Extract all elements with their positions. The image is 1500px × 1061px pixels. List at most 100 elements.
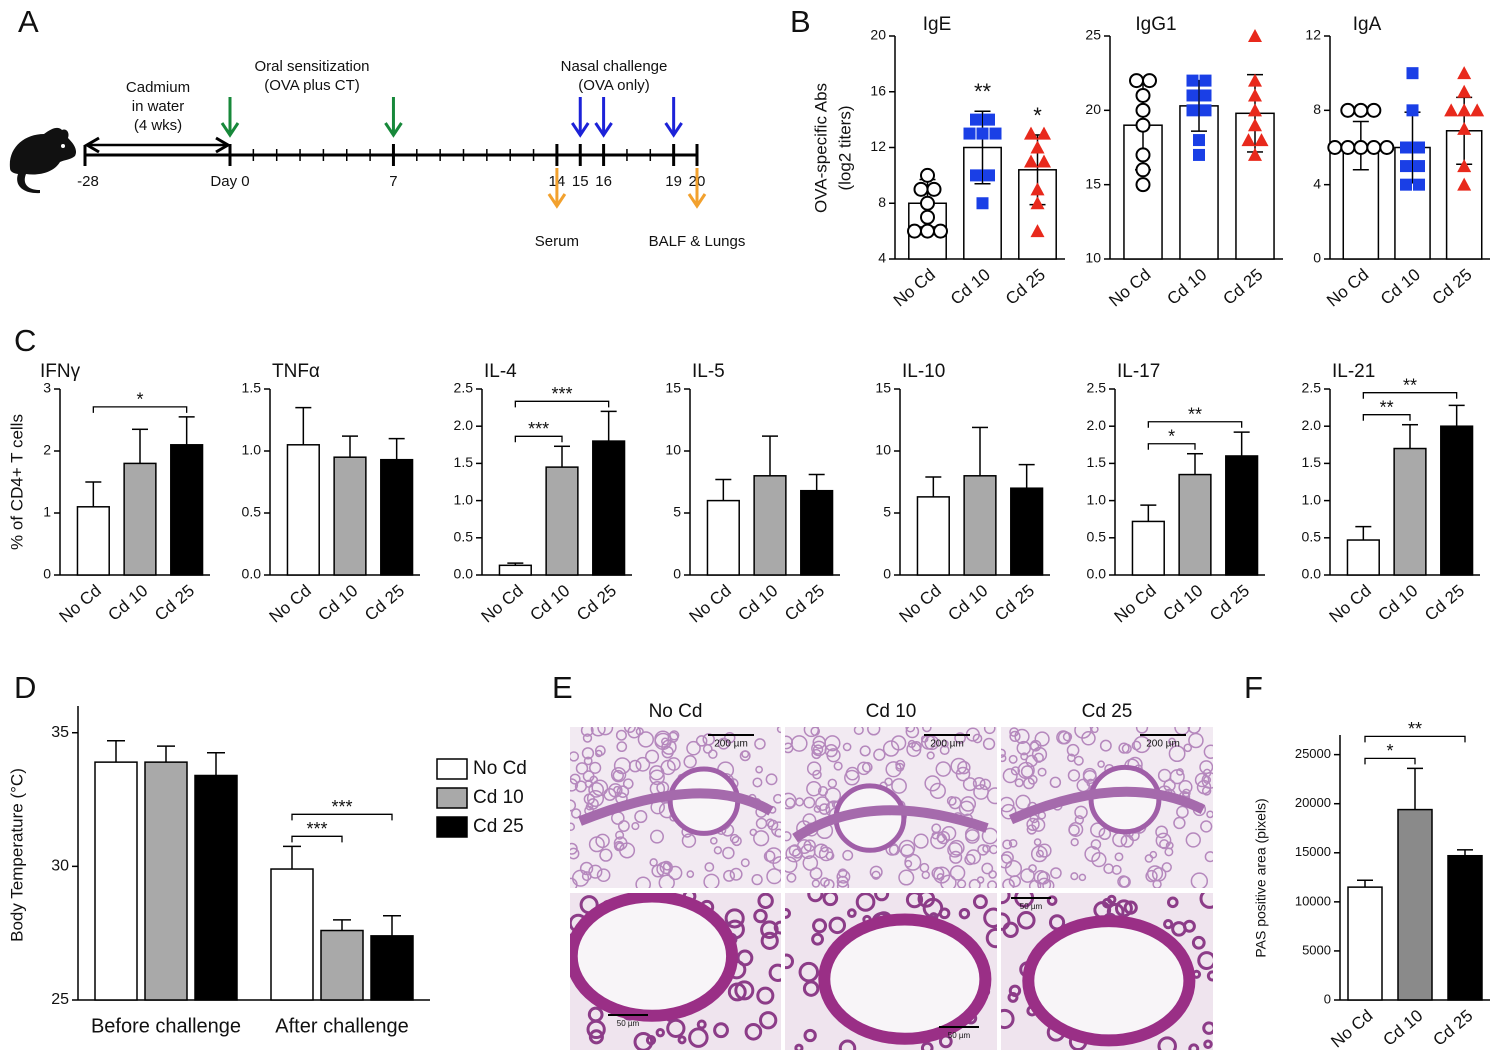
y-tick-label: 0 bbox=[1324, 991, 1331, 1006]
tissue bbox=[785, 908, 791, 919]
legend-label: Cd 10 bbox=[473, 787, 524, 808]
y-tick-label: 12 bbox=[870, 138, 886, 154]
legend-label: Cd 25 bbox=[473, 816, 524, 837]
y-axis-label: (log2 titers) bbox=[835, 105, 854, 190]
error-bar bbox=[972, 426, 988, 476]
x-tick-label: Cd 25 bbox=[361, 581, 408, 625]
data-point bbox=[1457, 66, 1472, 80]
tissue bbox=[1070, 838, 1079, 847]
tissue bbox=[637, 731, 654, 748]
tissue bbox=[1200, 820, 1213, 833]
significance-bracket bbox=[514, 435, 563, 443]
sensitization-label: (OVA plus CT) bbox=[264, 77, 360, 94]
tissue bbox=[599, 848, 613, 862]
bar bbox=[1347, 886, 1383, 1001]
x-tick-label: Cd 10 bbox=[734, 581, 781, 625]
x-tick-label: Cd 25 bbox=[1206, 581, 1253, 625]
y-tick-label: 0.0 bbox=[1302, 566, 1322, 582]
tissue bbox=[1001, 1008, 1015, 1030]
tissue bbox=[1025, 754, 1038, 768]
scale-bar-label: 200 µm bbox=[930, 739, 964, 750]
error-bar bbox=[1448, 404, 1465, 427]
tissue bbox=[768, 963, 781, 982]
airway bbox=[667, 766, 741, 836]
data-point bbox=[1030, 196, 1045, 210]
error-bar bbox=[107, 739, 125, 763]
tissue bbox=[844, 769, 860, 786]
tissue bbox=[900, 844, 915, 858]
data-point bbox=[1457, 121, 1472, 135]
data-point bbox=[1470, 103, 1485, 117]
bar bbox=[592, 440, 626, 576]
tissue bbox=[812, 744, 824, 755]
arrow-head bbox=[687, 193, 707, 209]
tissue bbox=[982, 737, 996, 751]
day-arrow bbox=[547, 168, 567, 209]
tissue bbox=[836, 869, 851, 884]
y-tick-label: 25 bbox=[51, 991, 69, 1008]
tissue bbox=[1168, 737, 1176, 746]
tissue bbox=[1050, 867, 1062, 879]
tissue bbox=[838, 1039, 857, 1050]
tissue bbox=[1197, 951, 1213, 970]
bar bbox=[963, 475, 997, 576]
tissue bbox=[1028, 879, 1042, 888]
data-point bbox=[913, 181, 929, 197]
x-tick-label: No Cd bbox=[1111, 581, 1160, 627]
error-bar bbox=[333, 919, 351, 931]
x-tick-label: Cd 10 bbox=[1159, 581, 1206, 625]
tissue bbox=[812, 769, 822, 780]
y-tick-label: 4 bbox=[878, 250, 886, 266]
error-bar bbox=[157, 745, 175, 763]
panel-label: D bbox=[14, 670, 36, 705]
significance-bracket bbox=[92, 406, 188, 413]
tissue bbox=[885, 761, 902, 778]
tissue bbox=[972, 733, 983, 744]
tissue bbox=[1008, 838, 1018, 848]
data-point bbox=[1241, 133, 1256, 147]
tissue bbox=[1016, 910, 1036, 930]
sampling-label: BALF & Lungs bbox=[649, 233, 746, 250]
data-point bbox=[1199, 74, 1212, 87]
tissue bbox=[1178, 780, 1193, 795]
tissue bbox=[579, 861, 594, 876]
scale-bar-label: 50 µm bbox=[948, 1031, 971, 1040]
x-tick-label: After challenge bbox=[275, 1015, 408, 1037]
tissue bbox=[800, 843, 816, 860]
tissue bbox=[677, 1035, 687, 1045]
x-tick-label: Cd 10 bbox=[1163, 265, 1210, 309]
tissue bbox=[884, 777, 893, 787]
sampling-label: Serum bbox=[535, 233, 579, 250]
arrow-head bbox=[84, 136, 100, 154]
tissue bbox=[933, 866, 951, 884]
y-tick-label: 1 bbox=[43, 504, 51, 520]
tissue bbox=[794, 797, 805, 807]
x-tick-label: No Cd bbox=[1326, 581, 1375, 627]
significance-bracket bbox=[1364, 735, 1466, 743]
tissue bbox=[823, 879, 835, 888]
mouse-icon bbox=[9, 127, 77, 194]
data-point bbox=[976, 197, 989, 210]
day-arrow bbox=[384, 97, 403, 138]
tissue bbox=[822, 893, 839, 907]
bar bbox=[1131, 520, 1165, 576]
tissue bbox=[833, 761, 843, 771]
tissue bbox=[723, 869, 736, 882]
data-point bbox=[1135, 102, 1151, 118]
tissue bbox=[1176, 805, 1189, 819]
x-tick-label: No Cd bbox=[686, 581, 735, 627]
x-tick-label: Cd 25 bbox=[573, 581, 620, 625]
tissue bbox=[965, 849, 982, 865]
tissue bbox=[873, 748, 886, 761]
significance-bracket bbox=[1147, 443, 1196, 450]
tissue bbox=[845, 766, 860, 781]
tissue bbox=[891, 778, 907, 794]
y-tick-label: 20000 bbox=[1295, 795, 1331, 810]
tissue bbox=[1009, 730, 1021, 742]
tissue bbox=[751, 873, 763, 886]
tissue bbox=[1014, 778, 1024, 788]
data-point bbox=[1037, 126, 1051, 140]
tissue bbox=[1010, 766, 1021, 776]
tissue bbox=[649, 769, 665, 786]
tissue bbox=[813, 805, 822, 813]
